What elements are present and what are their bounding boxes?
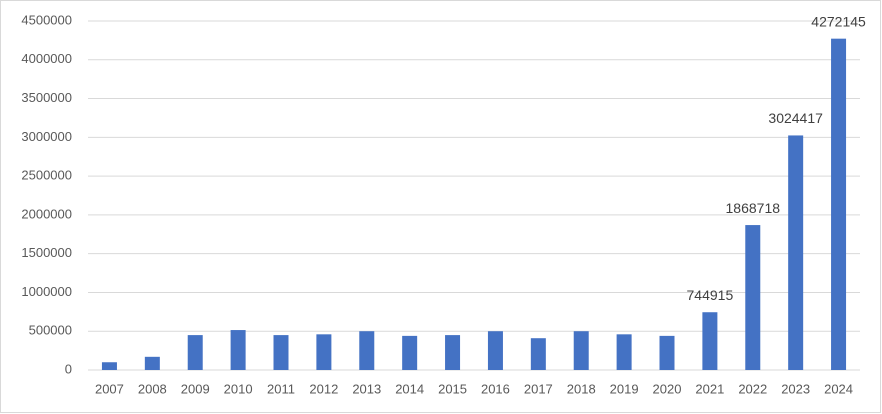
y-tick-label: 4500000 <box>21 12 72 27</box>
x-tick-label: 2016 <box>481 381 510 396</box>
x-tick-label: 2018 <box>567 381 596 396</box>
bar <box>573 331 589 370</box>
bar <box>745 225 761 370</box>
bar <box>187 335 203 370</box>
bar <box>273 335 289 370</box>
data-label: 744915 <box>687 287 734 303</box>
bar <box>359 331 375 370</box>
x-tick-label: 2007 <box>95 381 124 396</box>
y-tick-label: 500000 <box>29 323 72 338</box>
data-label: 4272145 <box>811 13 866 29</box>
x-tick-label: 2014 <box>395 381 424 396</box>
data-label: 1868718 <box>726 200 781 216</box>
y-tick-label: 0 <box>65 361 72 376</box>
bar <box>402 335 418 370</box>
bar <box>831 38 847 371</box>
y-tick-label: 1500000 <box>21 245 72 260</box>
data-label: 3024417 <box>768 110 823 126</box>
bar <box>316 334 332 370</box>
y-tick-label: 3500000 <box>21 90 72 105</box>
y-tick-label: 3000000 <box>21 129 72 144</box>
x-tick-label: 2012 <box>309 381 338 396</box>
y-tick-label: 4000000 <box>21 51 72 66</box>
bar <box>445 335 461 370</box>
bar <box>659 335 675 370</box>
bar <box>616 334 632 370</box>
x-tick-label: 2015 <box>438 381 467 396</box>
x-tick-label: 2013 <box>352 381 381 396</box>
y-tick-label: 2500000 <box>21 168 72 183</box>
x-tick-label: 2023 <box>781 381 810 396</box>
y-tick-label: 1000000 <box>21 284 72 299</box>
x-tick-label: 2010 <box>224 381 253 396</box>
bar <box>487 331 503 370</box>
bar <box>230 330 246 370</box>
x-tick-label: 2011 <box>267 381 295 396</box>
bar <box>702 312 718 370</box>
x-tick-label: 2021 <box>695 381 724 396</box>
bar <box>144 356 160 370</box>
bar <box>101 362 117 370</box>
bar <box>788 135 804 370</box>
x-tick-label: 2019 <box>610 381 639 396</box>
x-tick-label: 2017 <box>524 381 553 396</box>
bar <box>530 338 546 370</box>
x-tick-label: 2009 <box>181 381 210 396</box>
x-tick-label: 2024 <box>824 381 853 396</box>
y-tick-label: 2000000 <box>21 206 72 221</box>
x-tick-label: 2020 <box>653 381 682 396</box>
x-tick-label: 2022 <box>738 381 767 396</box>
x-tick-label: 2008 <box>138 381 167 396</box>
